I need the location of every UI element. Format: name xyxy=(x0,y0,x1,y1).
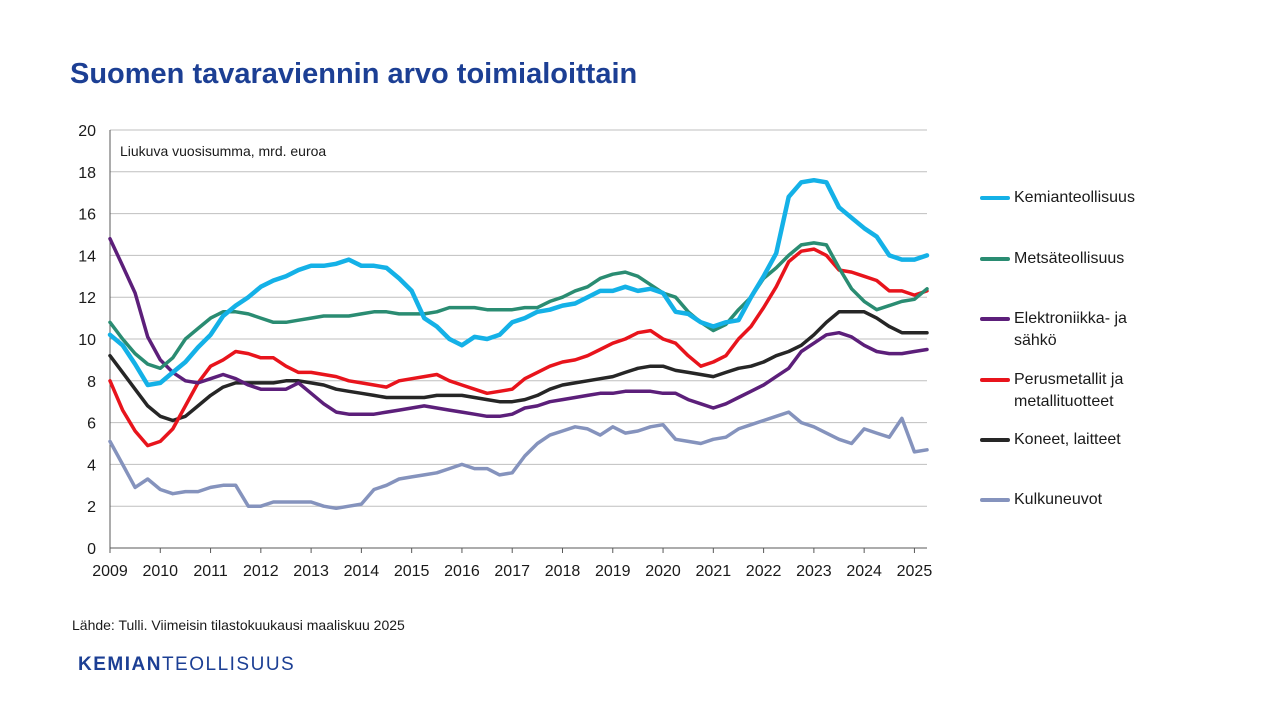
legend-label: Koneet, laitteet xyxy=(1014,431,1121,448)
legend-item: Koneet, laitteet xyxy=(980,429,1154,451)
x-tick-label: 2021 xyxy=(696,563,732,580)
x-tick-label: 2013 xyxy=(293,563,329,580)
logo-light-text: TEOLLISUUS xyxy=(161,654,296,675)
legend-swatch xyxy=(980,196,1010,200)
legend-item: Metsäteollisuus xyxy=(980,248,1154,270)
x-tick-label: 2011 xyxy=(193,563,228,580)
x-tick-label: 2015 xyxy=(394,563,430,580)
x-tick-label: 2014 xyxy=(344,563,380,580)
y-tick-label: 10 xyxy=(78,332,96,349)
chart-legend: Kemianteollisuus Metsäteollisuus Elektroni… xyxy=(980,0,1280,720)
x-tick-label: 2010 xyxy=(142,563,178,580)
x-axis-ticks: 2009 2010 2011 2012 2013 2014 2015 2016 2017 2018… xyxy=(92,548,932,580)
series-line-metsateollisuus xyxy=(108,241,929,371)
x-tick-label: 2012 xyxy=(243,563,279,580)
legend-label: Kulkuneuvot xyxy=(1014,491,1103,508)
y-axis-ticks: 0 2 4 6 8 10 12 14 16 18 20 xyxy=(78,123,96,558)
legend-item: Perusmetallit ja metallituotteet xyxy=(980,369,1154,413)
y-tick-label: 16 xyxy=(78,207,96,224)
legend-swatch xyxy=(980,498,1010,502)
x-tick-label: 2020 xyxy=(645,563,681,580)
chart-title: Suomen tavaraviennin arvo toimialoittain xyxy=(70,58,638,90)
x-tick-label: 2023 xyxy=(796,563,832,580)
y-tick-label: 8 xyxy=(87,374,96,391)
y-tick-label: 18 xyxy=(78,165,96,182)
y-tick-label: 12 xyxy=(78,290,96,307)
legend-swatch xyxy=(980,378,1010,382)
legend-swatch xyxy=(980,257,1010,261)
series-line-koneet-laitteet xyxy=(108,310,929,423)
legend-item: Kemianteollisuus xyxy=(980,187,1154,209)
x-tick-label: 2024 xyxy=(846,563,882,580)
legend-swatch xyxy=(980,438,1010,442)
y-tick-label: 0 xyxy=(87,541,96,558)
logo-bold-text: KEMIAN xyxy=(78,654,162,675)
x-tick-label: 2016 xyxy=(444,563,480,580)
x-tick-label: 2018 xyxy=(545,563,581,580)
series-line-perusmetallit-ja-metallituotteet xyxy=(108,247,929,448)
source-note: Lähde: Tulli. Viimeisin tilastokuukausi … xyxy=(72,617,405,633)
legend-label: Kemianteollisuus xyxy=(1014,189,1135,206)
y-tick-label: 20 xyxy=(78,123,96,140)
x-tick-label: 2017 xyxy=(494,563,530,580)
legend-item: Kulkuneuvot xyxy=(980,489,1154,511)
legend-label: Perusmetallit ja metallituotteet xyxy=(1014,371,1124,410)
kemianteollisuus-logo: KEMIANTEOLLISUUS xyxy=(78,654,295,676)
legend-label: Elektroniikka- ja sähkö xyxy=(1014,310,1127,349)
x-tick-label: 2009 xyxy=(92,563,128,580)
legend-swatch xyxy=(980,317,1010,321)
series-lines xyxy=(107,177,930,511)
series-line-elektroniikka-ja-sahko xyxy=(108,236,929,419)
series-line-kemianteollisuus xyxy=(107,177,930,388)
chart-annotation: Liukuva vuosisumma, mrd. euroa xyxy=(120,143,326,159)
y-tick-label: 4 xyxy=(87,457,96,474)
x-tick-label: 2022 xyxy=(746,563,782,580)
legend-item: Elektroniikka- ja sähkö xyxy=(980,308,1154,352)
y-tick-label: 2 xyxy=(87,499,96,516)
legend-label: Metsäteollisuus xyxy=(1014,250,1125,267)
series-line-kulkuneuvot xyxy=(108,410,929,511)
y-tick-label: 6 xyxy=(87,416,96,433)
x-tick-label: 2019 xyxy=(595,563,631,580)
x-tick-label: 2025 xyxy=(897,563,933,580)
y-tick-label: 14 xyxy=(78,248,96,265)
